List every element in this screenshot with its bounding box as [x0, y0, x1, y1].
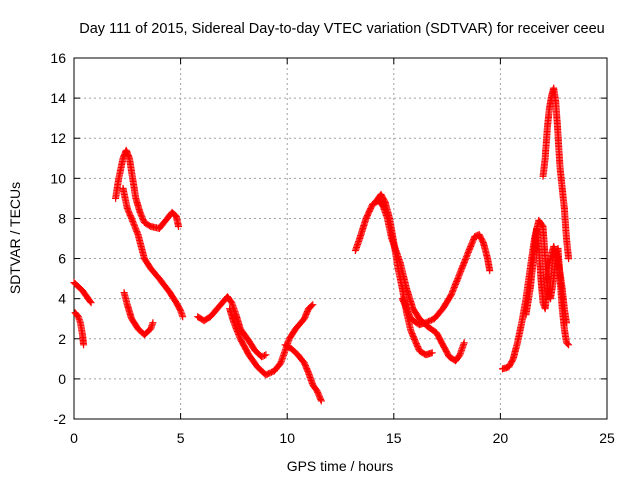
- data-point: [563, 319, 570, 327]
- x-tick-label: 20: [493, 430, 509, 446]
- data-series-segment: [119, 184, 187, 321]
- data-series-segment: [112, 146, 182, 232]
- data-point: [564, 340, 572, 348]
- y-tick-label: 16: [50, 50, 66, 66]
- data-point: [262, 351, 270, 359]
- data-point: [80, 341, 88, 349]
- data-series-segment: [194, 293, 270, 361]
- data-series-segment: [539, 84, 573, 263]
- data-series-segment: [373, 190, 436, 359]
- data-series-segment: [522, 225, 570, 327]
- data-point: [179, 313, 187, 321]
- x-tick-label: 5: [177, 430, 185, 446]
- data-point: [87, 299, 95, 307]
- data-series-segment: [120, 289, 157, 339]
- y-tick-label: 14: [50, 90, 66, 106]
- x-tick-label: 25: [599, 430, 615, 446]
- data-point: [261, 352, 268, 359]
- data-point: [149, 319, 157, 327]
- y-tick-label: 8: [58, 210, 66, 226]
- data-series-segment: [398, 231, 494, 329]
- data-point: [317, 397, 325, 405]
- y-tick-label: 6: [58, 251, 66, 267]
- y-tick-label: 4: [58, 291, 66, 307]
- data-series-segment: [226, 301, 317, 379]
- data-point: [175, 223, 182, 230]
- chart-title: Day 111 of 2015, Sidereal Day-to-day VTE…: [79, 21, 604, 37]
- x-axis-label: GPS time / hours: [287, 458, 394, 474]
- data-marks: [70, 84, 573, 405]
- y-tick-label: 0: [58, 371, 66, 387]
- y-tick-label: -2: [54, 411, 67, 427]
- x-tick-label: 0: [70, 430, 78, 446]
- grid-lines: [74, 58, 607, 419]
- data-point: [552, 249, 560, 256]
- x-tick-labels: 0 5 10 15 20 25: [70, 430, 615, 446]
- y-axis-label: SDTVAR / TECUs: [7, 182, 23, 294]
- x-tick-label: 10: [279, 430, 295, 446]
- x-tick-label: 15: [386, 430, 402, 446]
- data-series-segment: [71, 309, 88, 349]
- y-tick-label: 10: [50, 170, 66, 186]
- y-tick-labels: -2 0 2 4 6 8 10 12 14 16: [50, 50, 66, 427]
- y-tick-label: 12: [50, 130, 66, 146]
- data-point: [309, 301, 317, 309]
- data-point: [565, 341, 573, 349]
- data-point: [308, 302, 316, 310]
- data-point: [565, 255, 573, 263]
- data-series-segment: [281, 341, 325, 405]
- data-point: [86, 298, 94, 305]
- data-point: [460, 339, 468, 347]
- y-tick-label: 2: [58, 331, 66, 347]
- data-point: [428, 349, 436, 357]
- data-point: [486, 267, 494, 275]
- axis-ticks: [73, 57, 608, 420]
- data-series-segment: [70, 279, 95, 307]
- plot-frame: [73, 57, 608, 420]
